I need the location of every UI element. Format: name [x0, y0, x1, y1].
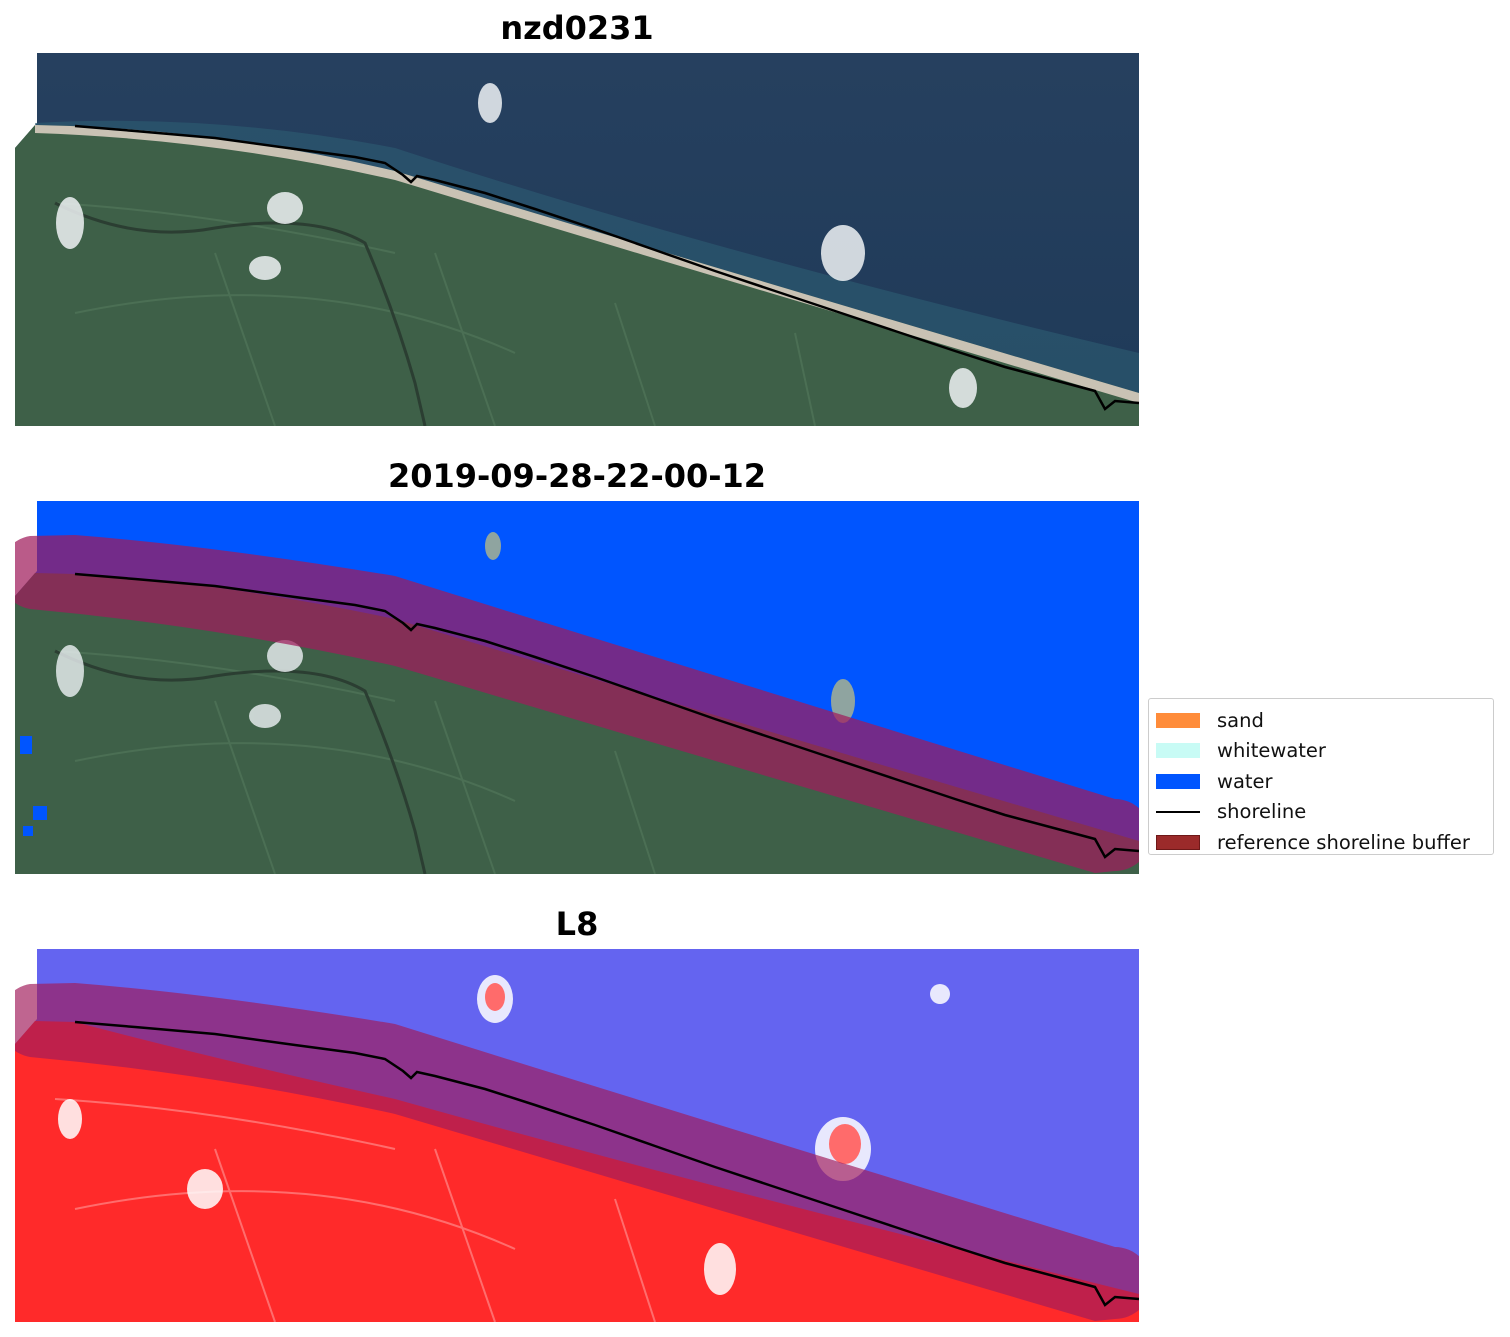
- shoreline: [74, 1020, 1139, 1307]
- water-swatch: [1156, 773, 1200, 789]
- whitewater-swatch: [1156, 743, 1200, 759]
- legend-item-whitewater: whitewater: [1156, 736, 1487, 767]
- legend-label: whitewater: [1217, 739, 1326, 763]
- satellite-rgb-panel: [15, 53, 1139, 426]
- shoreline: [74, 572, 1139, 859]
- legend-item-buffer: reference shoreline buffer: [1156, 827, 1487, 858]
- satellite-rgb-image: [15, 53, 1139, 426]
- legend-item-sand: sand: [1156, 705, 1487, 736]
- shoreline-swatch: [1156, 810, 1200, 813]
- legend: sand whitewater water shoreline referenc…: [1148, 698, 1494, 855]
- classified-image: [15, 501, 1139, 874]
- legend-label: sand: [1217, 708, 1264, 732]
- legend-item-water: water: [1156, 766, 1487, 797]
- panel-title-1: nzd0231: [500, 9, 654, 47]
- panel-title-2: 2019-09-28-22-00-12: [387, 457, 767, 495]
- legend-label: reference shoreline buffer: [1217, 830, 1470, 854]
- legend-label: shoreline: [1217, 800, 1307, 824]
- classified-panel: [15, 501, 1139, 874]
- sand-swatch: [1156, 712, 1200, 728]
- index-image: [15, 949, 1139, 1322]
- legend-item-shoreline: shoreline: [1156, 797, 1487, 828]
- shoreline: [74, 124, 1139, 411]
- panel-title-3: L8: [555, 905, 599, 943]
- buffer-swatch: [1156, 834, 1200, 850]
- index-panel: [15, 949, 1139, 1322]
- legend-label: water: [1217, 769, 1273, 793]
